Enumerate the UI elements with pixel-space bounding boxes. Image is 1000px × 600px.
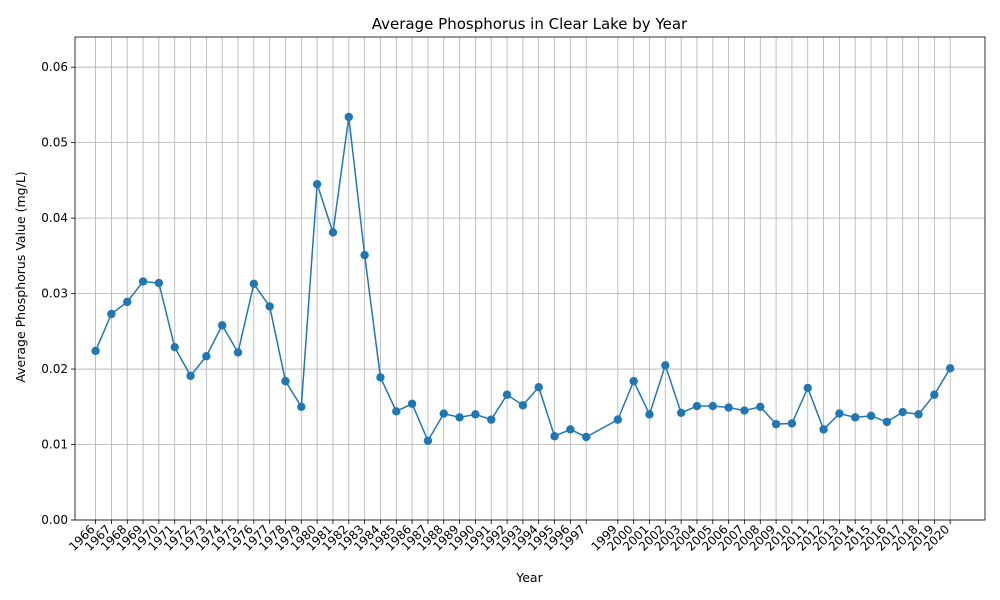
grid-lines — [75, 37, 985, 521]
data-point — [518, 401, 528, 410]
data-point — [423, 436, 433, 445]
plot-frame — [74, 36, 986, 521]
data-point — [392, 407, 401, 416]
data-point — [487, 415, 496, 424]
data-point — [107, 309, 116, 319]
data-point — [550, 432, 559, 441]
data-point — [803, 383, 812, 393]
data-point — [233, 348, 243, 357]
y-tick-label: 0.03 — [41, 287, 68, 301]
y-tick-label: 0.02 — [41, 362, 68, 376]
data-point — [344, 112, 353, 122]
data-point — [787, 419, 797, 428]
data-point — [692, 401, 702, 411]
data-point — [281, 376, 290, 386]
data-point — [186, 371, 195, 381]
series-line — [94, 116, 951, 443]
data-point — [455, 413, 464, 422]
data-point — [676, 408, 686, 418]
y-axis: 0.00 0.01 0.02 0.03 0.04 0.05 0.06 — [41, 60, 75, 527]
data-point — [930, 390, 939, 399]
x-axis-title: Year — [515, 570, 543, 585]
data-point — [407, 399, 417, 408]
data-point — [439, 409, 448, 418]
data-point — [914, 410, 923, 419]
data-point — [123, 297, 132, 307]
data-point — [170, 342, 179, 352]
data-point — [328, 228, 338, 237]
y-tick-label: 0.04 — [41, 211, 68, 225]
data-point — [645, 410, 654, 419]
data-point — [360, 250, 369, 260]
data-point — [91, 346, 100, 356]
y-tick-label: 0.06 — [41, 60, 68, 74]
data-point — [202, 352, 211, 361]
data-series — [91, 112, 955, 445]
data-point — [898, 407, 907, 417]
data-point — [835, 409, 844, 418]
data-point — [756, 402, 765, 411]
y-tick-label: 0.05 — [41, 136, 68, 150]
data-point — [566, 425, 575, 434]
data-point — [708, 401, 717, 411]
data-point — [376, 373, 385, 382]
data-point — [819, 425, 828, 434]
data-point — [866, 411, 876, 421]
data-point — [629, 376, 638, 386]
data-point — [581, 432, 591, 442]
data-point — [265, 302, 274, 311]
data-point — [945, 364, 955, 373]
data-point — [312, 179, 322, 189]
data-point — [297, 402, 306, 411]
data-point — [771, 419, 781, 429]
data-point — [613, 415, 623, 424]
chart-title: Average Phosphorus in Clear Lake by Year — [372, 15, 688, 33]
data-point — [502, 390, 512, 399]
data-point — [724, 403, 733, 412]
data-point — [154, 278, 164, 288]
data-point — [661, 361, 670, 370]
data-point — [138, 277, 148, 286]
data-point — [851, 413, 860, 422]
y-tick-label: 0.00 — [41, 513, 68, 527]
data-point — [534, 382, 543, 392]
data-point — [217, 321, 227, 330]
data-point — [249, 279, 259, 288]
y-axis-title: Average Phosphorus Value (mg/L) — [13, 171, 28, 382]
y-tick-label: 0.01 — [41, 438, 68, 452]
data-point — [882, 417, 892, 427]
x-axis: 1966196719681969197019711972197319741975… — [66, 520, 952, 554]
data-point — [471, 410, 480, 419]
data-point — [740, 406, 749, 415]
